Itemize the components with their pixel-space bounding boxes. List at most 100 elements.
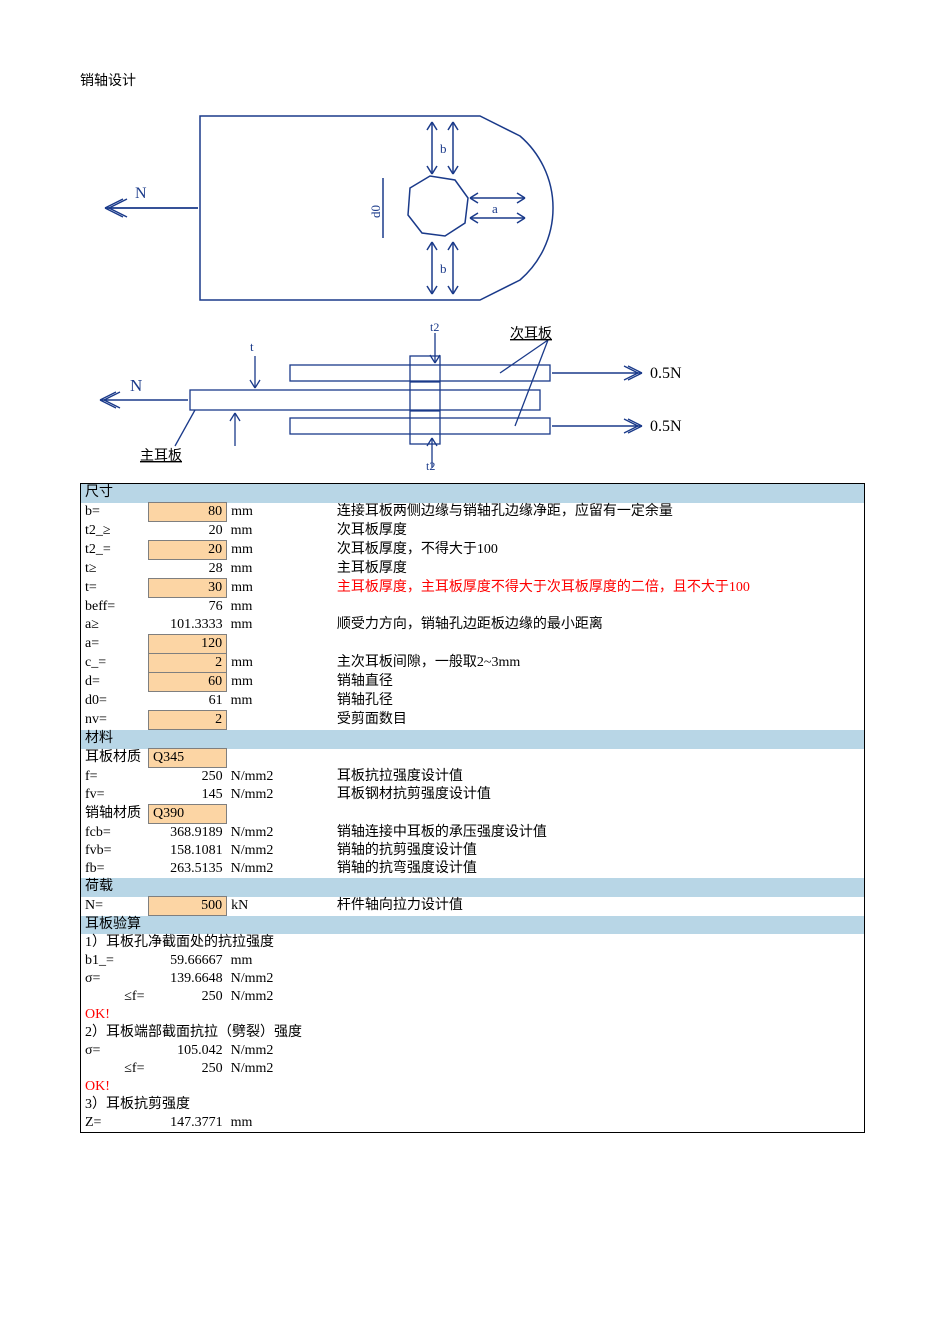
desc-fb: 销轴的抗弯强度设计值 [287, 860, 865, 878]
row-teq: t= 30 mm 主耳板厚度，主耳板厚度不得大于次耳板厚度的二倍，且不大于100 [81, 579, 865, 598]
row-aeq: a= 120 [81, 635, 865, 654]
input-pinmat[interactable]: Q390 [148, 805, 226, 824]
val-b1: 59.66667 [148, 952, 226, 970]
section-lugcheck: 耳板验算 [81, 916, 865, 935]
desc-fvb: 销轴的抗剪强度设计值 [287, 842, 865, 860]
input-b[interactable]: 80 [148, 503, 226, 522]
val-tge: 28 [148, 560, 226, 579]
label-f: f= [81, 768, 149, 787]
section-mat: 材料 [81, 730, 865, 749]
row-age: a≥ 101.3333 mm 顺受力方向，销轴孔边距板边缘的最小距离 [81, 616, 865, 635]
input-c[interactable]: 2 [148, 654, 226, 673]
unit-nv [227, 711, 287, 730]
label-b: b= [81, 503, 149, 522]
row-b1: b1_= 59.66667 mm [81, 952, 865, 970]
label-lef2: ≤f= [81, 1060, 149, 1078]
input-N[interactable]: 500 [148, 897, 226, 916]
diagrams-container: N b b a d0 [80, 98, 865, 473]
row-lef2: ≤f= 250 N/mm2 [81, 1060, 865, 1078]
val-f: 250 [148, 768, 226, 787]
label-nv: nv= [81, 711, 149, 730]
val-lef2: 250 [148, 1060, 226, 1078]
calc-table: 尺寸 b= 80 mm 连接耳板两侧边缘与销轴孔边缘净距，应留有一定余量 t2_… [80, 483, 865, 1133]
row-lugmat: 耳板材质 Q345 [81, 749, 865, 768]
desc-t2ge: 次耳板厚度 [287, 522, 865, 541]
input-t2eq[interactable]: 20 [148, 541, 226, 560]
input-d[interactable]: 60 [148, 673, 226, 692]
desc-beff [287, 598, 865, 617]
label-aeq: a= [81, 635, 149, 654]
row-fvb: fvb= 158.1081 N/mm2 销轴的抗剪强度设计值 [81, 842, 865, 860]
unit-lef1: N/mm2 [227, 988, 287, 1006]
diagram2-label-t2-top: t2 [430, 320, 439, 334]
row-sig1: σ= 139.6648 N/mm2 [81, 970, 865, 988]
val-t2ge: 20 [148, 522, 226, 541]
row-sig2: σ= 105.042 N/mm2 [81, 1042, 865, 1060]
unit-lef2: N/mm2 [227, 1060, 287, 1078]
row-lef1: ≤f= 250 N/mm2 [81, 988, 865, 1006]
input-lugmat[interactable]: Q345 [148, 749, 226, 768]
unit-d: mm [227, 673, 287, 692]
desc-f: 耳板抗拉强度设计值 [287, 768, 865, 787]
page-title: 销轴设计 [80, 70, 865, 90]
diagram-plan-view: N b b a d0 [80, 98, 610, 318]
unit-b1: mm [227, 952, 287, 970]
val-lef1: 250 [148, 988, 226, 1006]
desc-fv: 耳板钢材抗剪强度设计值 [287, 786, 865, 805]
unit-t2ge: mm [227, 522, 287, 541]
ok1: OK! [81, 1006, 865, 1024]
val-d0: 61 [148, 692, 226, 711]
input-nv[interactable]: 2 [148, 711, 226, 730]
desc-c: 主次耳板间隙，一般取2~3mm [287, 654, 865, 673]
label-tge: t≥ [81, 560, 149, 579]
diagram2-label-main: 主耳板 [140, 448, 182, 464]
row-f: f= 250 N/mm2 耳板抗拉强度设计值 [81, 768, 865, 787]
unit-f: N/mm2 [227, 768, 287, 787]
input-teq[interactable]: 30 [148, 579, 226, 598]
label-d0: d0= [81, 692, 149, 711]
diagram1-label-N: N [135, 185, 147, 202]
val-Z: 147.3771 [148, 1114, 226, 1133]
row-t2eq: t2_= 20 mm 次耳板厚度，不得大于100 [81, 541, 865, 560]
check3-title: 3）耳板抗剪强度 [81, 1096, 865, 1114]
val-sig2: 105.042 [148, 1042, 226, 1060]
val-fcb: 368.9189 [148, 824, 226, 843]
val-age: 101.3333 [148, 616, 226, 635]
desc-nv: 受剪面数目 [287, 711, 865, 730]
unit-fb: N/mm2 [227, 860, 287, 878]
unit-beff: mm [227, 598, 287, 617]
unit-sig1: N/mm2 [227, 970, 287, 988]
diagram2-label-N: N [130, 376, 142, 395]
check1-title: 1）耳板孔净截面处的抗拉强度 [81, 934, 865, 952]
row-Z: Z= 147.3771 mm [81, 1114, 865, 1133]
row-d: d= 60 mm 销轴直径 [81, 673, 865, 692]
unit-teq: mm [227, 579, 287, 598]
label-fvb: fvb= [81, 842, 149, 860]
unit-sig2: N/mm2 [227, 1042, 287, 1060]
label-age: a≥ [81, 616, 149, 635]
val-beff: 76 [148, 598, 226, 617]
diagram2-label-t: t [250, 339, 254, 354]
desc-t2eq: 次耳板厚度，不得大于100 [287, 541, 865, 560]
unit-age: mm [227, 616, 287, 635]
desc-tge: 主耳板厚度 [287, 560, 865, 579]
label-lef1: ≤f= [81, 988, 149, 1006]
label-N: N= [81, 897, 149, 916]
unit-Z: mm [227, 1114, 287, 1133]
label-sig2: σ= [81, 1042, 149, 1060]
val-fb: 263.5135 [148, 860, 226, 878]
check2-title: 2）耳板端部截面抗拉（劈裂）强度 [81, 1024, 865, 1042]
row-nv: nv= 2 受剪面数目 [81, 711, 865, 730]
desc-fcb: 销轴连接中耳板的承压强度设计值 [287, 824, 865, 843]
unit-fv: N/mm2 [227, 786, 287, 805]
unit-N: kN [227, 897, 287, 916]
diagram1-label-b-bot: b [440, 261, 447, 276]
row-fcb: fcb= 368.9189 N/mm2 销轴连接中耳板的承压强度设计值 [81, 824, 865, 843]
diagram2-label-t2-bot: t2 [426, 459, 435, 473]
diagram1-label-d0: d0 [368, 205, 383, 218]
unit-d0: mm [227, 692, 287, 711]
label-sig1: σ= [81, 970, 149, 988]
label-lugmat: 耳板材质 [81, 749, 149, 768]
diagram2-label-half-1: 0.5N [650, 365, 682, 382]
input-aeq[interactable]: 120 [148, 635, 226, 654]
